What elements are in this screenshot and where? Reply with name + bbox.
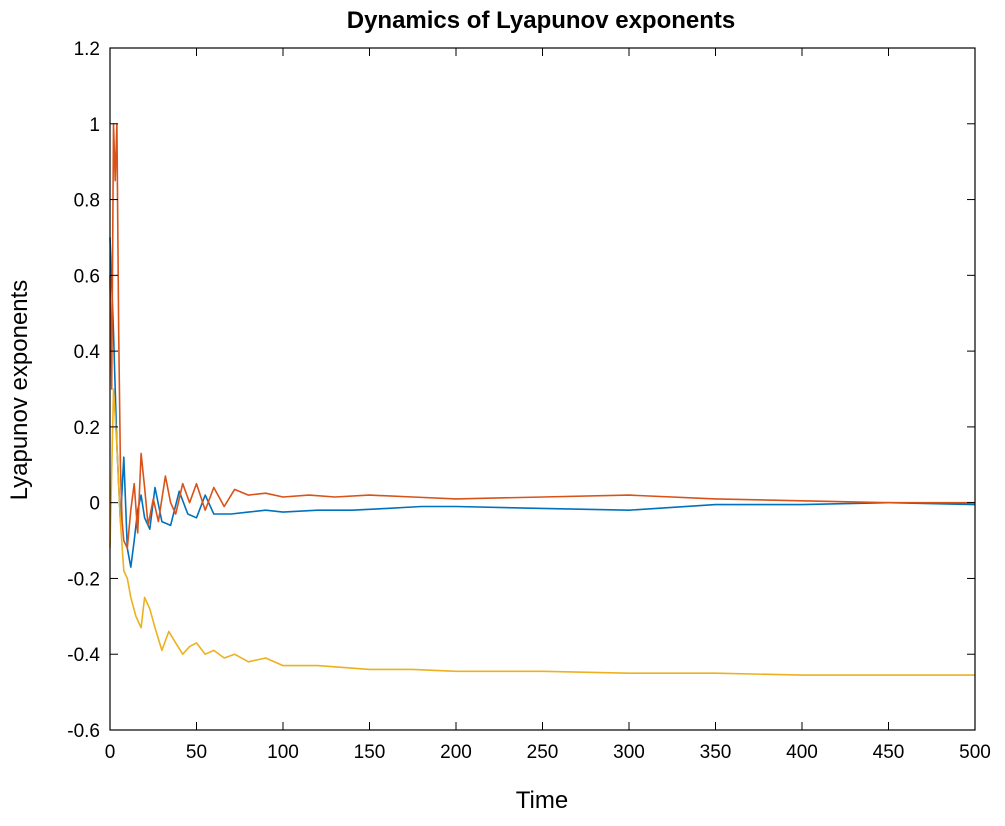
y-tick-label: 0.8	[74, 191, 100, 212]
y-tick-label: 0.6	[74, 266, 100, 287]
y-tick-label: 0.4	[74, 342, 101, 363]
y-tick-label: -0.4	[67, 645, 100, 666]
y-tick-label: -0.6	[67, 721, 100, 742]
x-tick-label: 350	[700, 742, 732, 763]
x-tick-label: 0	[105, 742, 116, 763]
y-tick-label: 0.2	[74, 418, 100, 439]
x-tick-label: 450	[873, 742, 905, 763]
y-tick-label: 0	[89, 494, 100, 515]
y-tick-label: 1.2	[74, 39, 100, 60]
tick-layer: 0 50 100 150 200 250 300 350 400 450 500 1.2 1 0.8 0.6…	[67, 39, 991, 763]
x-tick-label: 100	[267, 742, 299, 763]
x-axis-label: Time	[516, 787, 568, 814]
x-tick-label: 500	[959, 742, 991, 763]
plot-area-frame	[109, 47, 976, 731]
series-line-2	[109, 123, 975, 549]
y-axis-label: Lyapunov exponents	[6, 280, 33, 501]
x-tick-label: 250	[527, 742, 559, 763]
y-tick-label: 1	[89, 115, 100, 136]
chart-title: Dynamics of Lyapunov exponents	[347, 7, 736, 34]
x-tick-label: 300	[613, 742, 645, 763]
series-line-1	[109, 237, 976, 568]
x-tick-label: 50	[186, 742, 207, 763]
y-tick-label: -0.2	[67, 569, 100, 590]
x-tick-label: 200	[440, 742, 472, 763]
x-tick-label: 150	[354, 742, 386, 763]
series-layer	[109, 123, 976, 676]
series-line-3	[109, 388, 975, 676]
x-tick-label: 400	[786, 742, 818, 763]
